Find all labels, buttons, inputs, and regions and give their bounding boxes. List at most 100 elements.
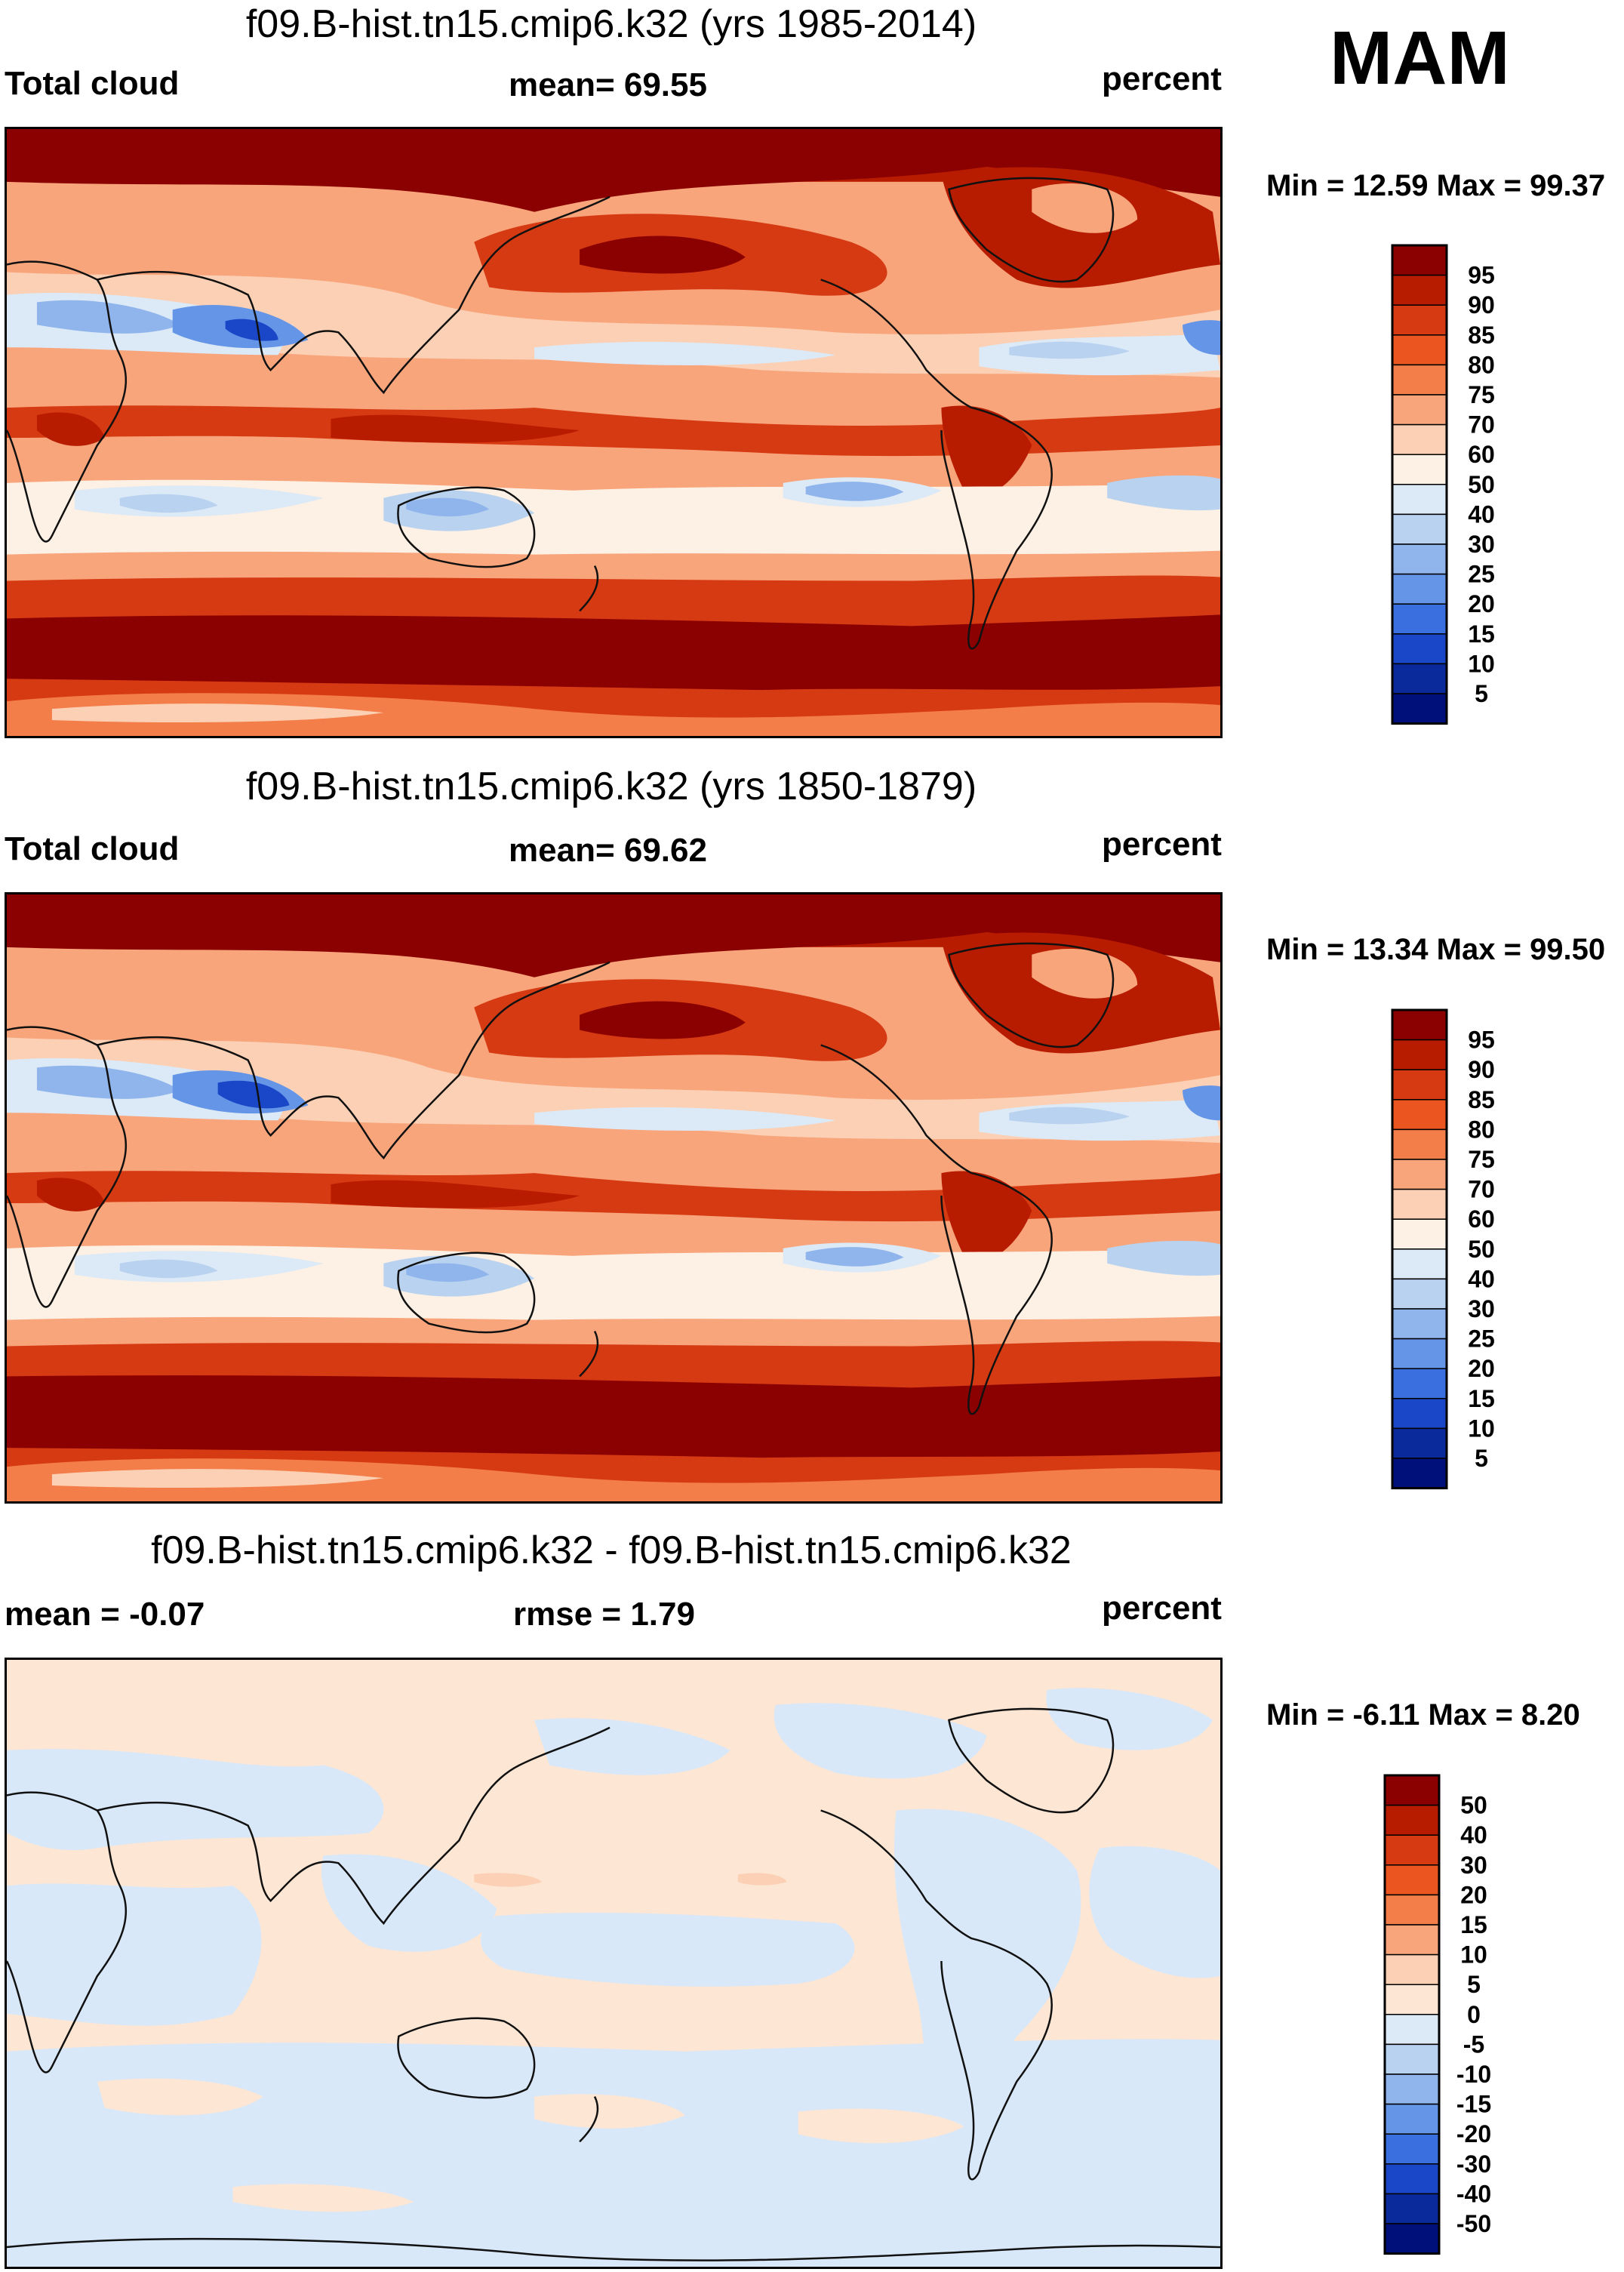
panel1-colorbar-swatch xyxy=(1392,274,1447,306)
panel1-colorbar-swatch xyxy=(1392,663,1447,694)
panel2-colorbar-swatch xyxy=(1392,1458,1447,1489)
panel3-colorbar-swatch xyxy=(1384,2103,1440,2135)
panel1-colorbar-label: 5 xyxy=(1475,680,1488,707)
panel3-colorbar-label: 5 xyxy=(1467,1971,1481,1998)
panel2-colorbar-label: 15 xyxy=(1468,1385,1495,1412)
panel3-colorbar-label: -30 xyxy=(1456,2150,1491,2178)
panel2-minmax: Min = 13.34 Max = 99.50 xyxy=(1266,933,1606,966)
panel2-colorbar-swatch xyxy=(1392,1218,1447,1250)
panel1-colorbar-label: 50 xyxy=(1468,471,1495,498)
panel3-colorbar-label: -5 xyxy=(1463,2030,1484,2058)
panel3-colorbar-label: -10 xyxy=(1456,2061,1491,2088)
panel2-units-label: percent xyxy=(1102,826,1222,863)
panel1-colorbar-label: 70 xyxy=(1468,411,1495,439)
panel2-mean-label: mean= 69.62 xyxy=(509,832,707,869)
panel3-colorbar-swatch xyxy=(1384,2193,1440,2224)
panel2-colorbar-label: 75 xyxy=(1468,1146,1495,1173)
panel3-colorbar-swatch xyxy=(1384,2223,1440,2255)
panel1-colorbar-swatch xyxy=(1392,334,1447,366)
panel1-colorbar-swatch xyxy=(1392,513,1447,545)
panel2-colorbar-label: 50 xyxy=(1468,1236,1495,1263)
panel1-colorbar-label: 85 xyxy=(1468,322,1495,349)
panel3-colorbar: 50 40 30 20 15 10 5 0 -5 -10 -15 -20 -30 -40 -50 xyxy=(1383,1774,1543,2258)
panel2-colorbar-label: 95 xyxy=(1468,1027,1495,1054)
panel2-colorbar-swatch xyxy=(1392,1398,1447,1430)
panel2-colorbar-label: 20 xyxy=(1468,1355,1495,1382)
panel1-colorbar-swatch xyxy=(1392,364,1447,396)
panel3-units-label: percent xyxy=(1102,1590,1222,1627)
panel3-colorbar-swatch xyxy=(1384,1924,1440,1956)
panel3-colorbar-swatch xyxy=(1384,1804,1440,1836)
panel1-colorbar-label: 20 xyxy=(1468,590,1495,617)
panel1-colorbar-swatch xyxy=(1392,423,1447,455)
panel1-colorbar-label: 40 xyxy=(1468,500,1495,528)
panel2-variable-label: Total cloud xyxy=(5,830,180,867)
panel3-colorbar-label: 40 xyxy=(1460,1821,1487,1849)
panel2-title: f09.B-hist.tn15.cmip6.k32 (yrs 1850-1879… xyxy=(245,765,977,808)
panel1-colorbar-swatch xyxy=(1392,394,1447,426)
panel3-colorbar-label: 30 xyxy=(1460,1852,1487,1879)
panel2-colorbar-swatch xyxy=(1392,1099,1447,1131)
panel3-colorbar-label: -20 xyxy=(1456,2120,1491,2147)
panel2-colorbar-label: 80 xyxy=(1468,1116,1495,1143)
panel2-colorbar-frame xyxy=(1391,1008,1448,1490)
panel3-colorbar-label: -50 xyxy=(1456,2210,1491,2237)
panel3-colorbar-label: 20 xyxy=(1460,1881,1487,1908)
panel1-colorbar-swatch xyxy=(1392,573,1447,605)
panel2-map xyxy=(5,892,1223,1504)
panel2-colorbar-swatch xyxy=(1392,1128,1447,1160)
panel2-colorbar-label: 85 xyxy=(1468,1086,1495,1113)
panel2-colorbar-swatch xyxy=(1392,1069,1447,1101)
panel1-colorbar-label: 75 xyxy=(1468,381,1495,408)
panel2-colorbar-swatch xyxy=(1392,1248,1447,1280)
panel3-colorbar-swatch xyxy=(1384,1864,1440,1896)
panel2-colorbar-label: 30 xyxy=(1468,1295,1495,1322)
panel1-colorbar-swatch xyxy=(1392,543,1447,575)
panel1-colorbar-swatch xyxy=(1392,603,1447,635)
panel2-colorbar-label: 5 xyxy=(1475,1445,1488,1472)
panel2-colorbar-swatch xyxy=(1392,1009,1447,1041)
panel3-colorbar-swatch xyxy=(1384,2043,1440,2075)
panel3-colorbar-swatch xyxy=(1384,1984,1440,2015)
panel3-colorbar-swatch xyxy=(1384,2133,1440,2165)
panel1-colorbar-label: 80 xyxy=(1468,351,1495,378)
panel1-colorbar-label: 30 xyxy=(1468,531,1495,558)
panel1-colorbar-label: 60 xyxy=(1468,441,1495,468)
panel1-colorbar-label: 15 xyxy=(1468,620,1495,648)
panel2-colorbar-label: 90 xyxy=(1468,1056,1495,1083)
panel1-colorbar-label: 25 xyxy=(1468,561,1495,588)
panel3-minmax: Min = -6.11 Max = 8.20 xyxy=(1266,1698,1580,1732)
panel2-colorbar-label: 25 xyxy=(1468,1325,1495,1353)
panel1-colorbar-label: 95 xyxy=(1468,262,1495,289)
panel1-colorbar-frame xyxy=(1391,244,1448,725)
panel1-colorbar-swatch xyxy=(1392,633,1447,665)
panel3-map xyxy=(5,1658,1223,2269)
panel2-colorbar-swatch xyxy=(1392,1188,1447,1220)
panel2-colorbar-swatch xyxy=(1392,1308,1447,1340)
panel1-title: f09.B-hist.tn15.cmip6.k32 (yrs 1985-2014… xyxy=(245,2,977,46)
panel1-colorbar-swatch xyxy=(1392,484,1447,516)
panel3-title: f09.B-hist.tn15.cmip6.k32 - f09.B-hist.t… xyxy=(151,1529,1072,1572)
panel3-colorbar-label: 50 xyxy=(1460,1792,1487,1819)
panel1-map-svg xyxy=(7,129,1220,736)
panel3-colorbar-label: 15 xyxy=(1460,1911,1487,1938)
panel2-colorbar-swatch xyxy=(1392,1338,1447,1369)
panel3-colorbar-swatch xyxy=(1384,1775,1440,1806)
panel1-units-label: percent xyxy=(1102,60,1222,97)
panel1-colorbar-swatch xyxy=(1392,454,1447,485)
panel3-colorbar-swatch xyxy=(1384,1834,1440,1866)
panel1-variable-label: Total cloud xyxy=(5,65,180,102)
panel2-colorbar-swatch xyxy=(1392,1368,1447,1399)
panel3-mean-label: mean = -0.07 xyxy=(5,1596,205,1633)
panel1-colorbar-label: 90 xyxy=(1468,291,1495,319)
panel1-colorbar-label: 10 xyxy=(1468,650,1495,677)
panel2-colorbar-label: 40 xyxy=(1468,1265,1495,1292)
panel2-colorbar-swatch xyxy=(1392,1427,1447,1459)
panel1-colorbar-swatch xyxy=(1392,693,1447,725)
panel2-colorbar: 95 90 85 80 75 70 60 50 40 30 25 20 15 10 5 xyxy=(1391,1008,1543,1493)
panel2-colorbar-swatch xyxy=(1392,1159,1447,1190)
panel3-colorbar-label: 0 xyxy=(1467,2001,1481,2028)
